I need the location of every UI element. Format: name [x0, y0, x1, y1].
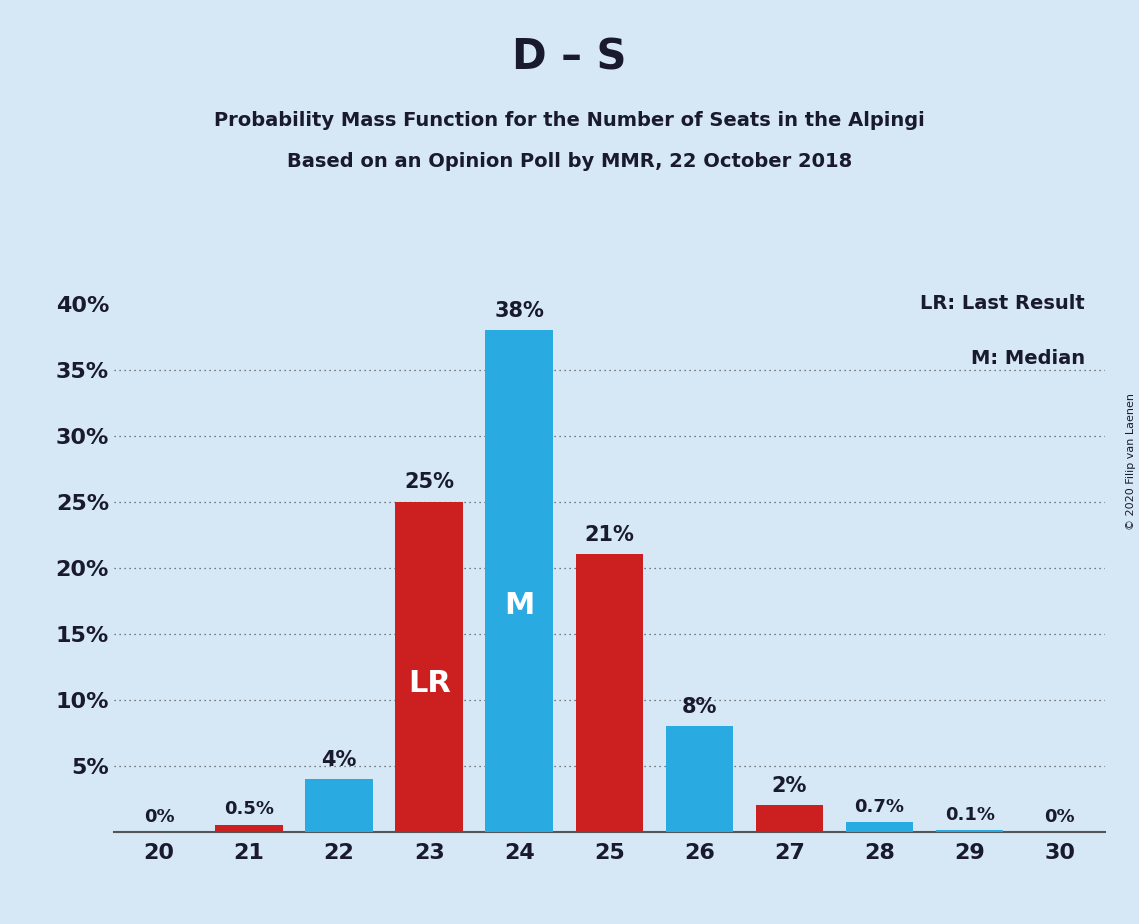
- Text: 0.5%: 0.5%: [224, 800, 274, 819]
- Bar: [575, 554, 644, 832]
- Bar: [305, 779, 372, 832]
- Bar: [665, 726, 734, 832]
- Text: 4%: 4%: [321, 749, 357, 770]
- Text: 21%: 21%: [584, 525, 634, 545]
- Text: 0.7%: 0.7%: [854, 797, 904, 816]
- Text: D – S: D – S: [513, 37, 626, 79]
- Text: 0%: 0%: [144, 808, 174, 826]
- Text: M: Median: M: Median: [970, 349, 1085, 369]
- Bar: [485, 330, 554, 832]
- Text: 2%: 2%: [772, 776, 808, 796]
- Bar: [846, 822, 913, 832]
- Text: Probability Mass Function for the Number of Seats in the Alpingi: Probability Mass Function for the Number…: [214, 111, 925, 130]
- Bar: [395, 502, 462, 832]
- Text: 0.1%: 0.1%: [944, 806, 994, 823]
- Text: Based on an Opinion Poll by MMR, 22 October 2018: Based on an Opinion Poll by MMR, 22 Octo…: [287, 152, 852, 172]
- Bar: [756, 805, 823, 832]
- Text: LR: Last Result: LR: Last Result: [920, 294, 1085, 313]
- Text: LR: LR: [408, 669, 451, 698]
- Text: 8%: 8%: [682, 697, 718, 717]
- Text: © 2020 Filip van Laenen: © 2020 Filip van Laenen: [1126, 394, 1136, 530]
- Text: 25%: 25%: [404, 472, 454, 492]
- Bar: [215, 825, 282, 832]
- Text: 0%: 0%: [1044, 808, 1075, 826]
- Bar: [936, 831, 1003, 832]
- Text: 38%: 38%: [494, 300, 544, 321]
- Text: M: M: [505, 591, 534, 620]
